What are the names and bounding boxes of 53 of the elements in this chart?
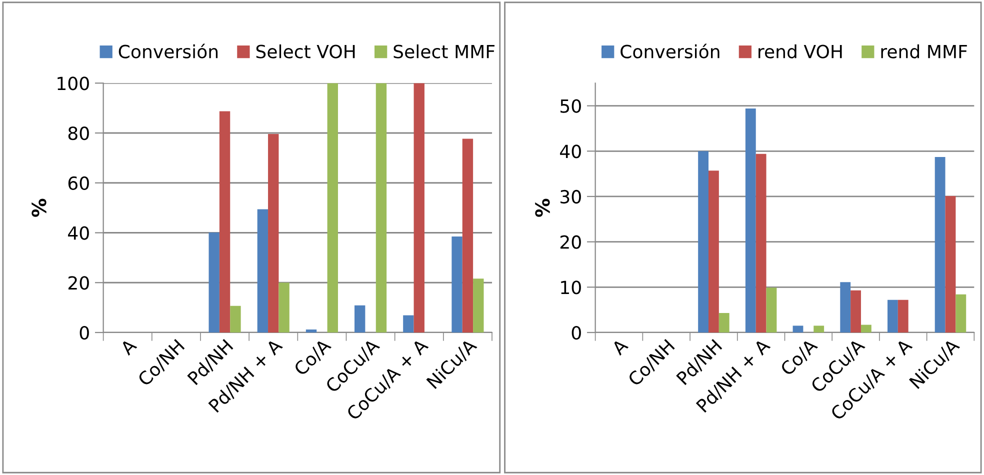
bar (956, 294, 966, 332)
y-axis-title: % (535, 198, 550, 217)
y-tick-label: 50 (560, 99, 581, 113)
y-tick-label: 60 (68, 176, 89, 190)
bar (745, 108, 756, 332)
bar (208, 232, 220, 332)
bar (376, 83, 387, 332)
legend-label: Select VOH (256, 44, 355, 58)
bar (230, 306, 241, 332)
legend-label: Conversión (620, 44, 720, 58)
y-tick-label: 0 (80, 326, 89, 340)
bar (934, 157, 946, 332)
bar (268, 134, 279, 332)
bar (462, 138, 474, 332)
bar (452, 236, 462, 332)
bar (840, 282, 851, 332)
bar (718, 313, 730, 332)
y-tick-label: 30 (560, 190, 581, 204)
bar (945, 196, 956, 332)
y-tick-label: 10 (561, 280, 581, 294)
y-tick-label: 40 (560, 144, 581, 158)
bar (766, 288, 777, 332)
legend-label: Conversión (118, 44, 218, 58)
y-tick-label: 0 (572, 326, 581, 340)
y-tick-label: 80 (68, 126, 89, 140)
bar (354, 305, 366, 332)
y-axis-title: % (32, 198, 46, 217)
bar (792, 326, 804, 332)
bar (708, 170, 719, 332)
x-tick-label: A (610, 338, 629, 356)
y-tick-label: 20 (560, 235, 581, 249)
bar (698, 151, 708, 332)
bar (814, 326, 824, 332)
bar (403, 315, 414, 332)
bar (414, 83, 424, 332)
bar (756, 154, 766, 332)
bar (219, 111, 230, 332)
y-tick-label: 100 (58, 76, 89, 90)
x-tick-label: A (119, 338, 138, 356)
bar (306, 330, 317, 332)
bar (888, 300, 898, 332)
bar (278, 282, 290, 332)
bar (473, 278, 484, 332)
bar (327, 83, 338, 332)
bar (850, 290, 861, 332)
legend-label: rend VOH (758, 44, 842, 58)
bar (860, 324, 872, 332)
bar (898, 300, 908, 332)
legend-label: Select MMF (394, 44, 494, 58)
legend-label: rend MMF (881, 44, 967, 58)
bar (257, 209, 268, 332)
y-tick-label: 20 (68, 276, 89, 290)
y-tick-label: 40 (68, 226, 89, 240)
